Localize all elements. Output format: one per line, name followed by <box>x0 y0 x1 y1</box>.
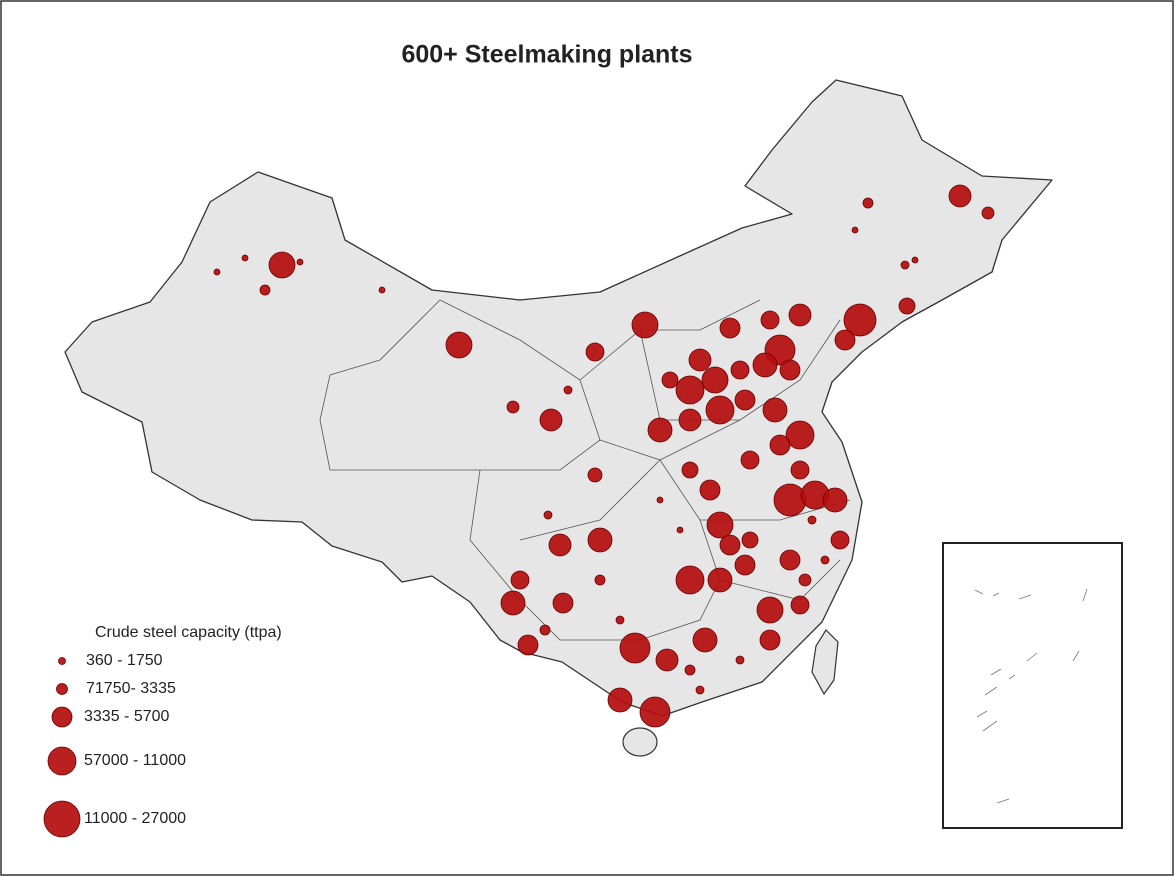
plant-dot <box>241 254 249 262</box>
plant-dot <box>675 375 705 405</box>
plant-dot <box>719 317 741 339</box>
plant-dot <box>785 420 815 450</box>
plant-dot <box>773 483 807 517</box>
plant-dot <box>259 284 271 296</box>
plant-dot <box>752 352 778 378</box>
plant-dot <box>820 555 830 565</box>
plant-dot <box>719 534 741 556</box>
plant-dot <box>740 450 760 470</box>
legend: 360 - 1750 71750- 3335 3335 - 5700 57000 - … <box>43 652 186 838</box>
plant-dot <box>701 366 729 394</box>
plant-dot <box>699 479 721 501</box>
plant-dot <box>756 596 784 624</box>
plant-dot <box>707 567 733 593</box>
plant-dot <box>788 303 812 327</box>
plant-dot <box>656 496 664 504</box>
plant-dot <box>790 595 810 615</box>
plant-dot <box>734 554 756 576</box>
plant-dot <box>378 286 386 294</box>
legend-label: 71750- 3335 <box>86 680 176 697</box>
plant-dot <box>615 615 625 625</box>
plant-dot <box>807 515 817 525</box>
plant-dot <box>543 510 553 520</box>
plant-dot <box>734 389 756 411</box>
plant-dot <box>779 359 801 381</box>
plant-dot <box>587 467 603 483</box>
plant-dot <box>548 533 572 557</box>
plant-dot <box>445 331 473 359</box>
plant-dot <box>692 627 718 653</box>
plant-dot <box>585 342 605 362</box>
plant-dot <box>695 685 705 695</box>
plant-dot <box>843 303 877 337</box>
legend-label: 360 - 1750 <box>86 652 163 669</box>
plant-dot <box>822 487 848 513</box>
plant-dot <box>661 371 679 389</box>
plant-dot <box>539 624 551 636</box>
plant-dot <box>911 256 919 264</box>
plant-dot <box>268 251 296 279</box>
plant-dot <box>510 570 530 590</box>
plant-dot <box>769 434 791 456</box>
plant-dot <box>681 461 699 479</box>
plant-dot <box>213 268 221 276</box>
plant-dot <box>607 687 633 713</box>
legend-title: Crude steel capacity (ttpa) <box>95 624 282 641</box>
country-outline <box>64 79 1053 757</box>
plant-dot <box>762 397 788 423</box>
legend-label: 11000 - 27000 <box>84 810 186 827</box>
legend-symbol <box>51 706 73 728</box>
map-title: 600+ Steelmaking plants <box>401 41 692 69</box>
plant-dot <box>675 565 705 595</box>
plant-dot <box>759 629 781 651</box>
plant-dot <box>587 527 613 553</box>
plant-dot <box>619 632 651 664</box>
plant-dot <box>506 400 520 414</box>
plant-dot <box>552 592 574 614</box>
plant-dot <box>705 395 735 425</box>
plant-dot <box>898 297 916 315</box>
plant-dot <box>790 460 810 480</box>
plant-dot <box>948 184 972 208</box>
legend-symbol <box>47 746 77 776</box>
plant-dot <box>834 329 856 351</box>
plant-dot <box>735 655 745 665</box>
plant-dot <box>676 526 684 534</box>
plant-dot <box>688 348 712 372</box>
plant-dot <box>517 634 539 656</box>
plant-dot <box>563 385 573 395</box>
legend-symbol <box>56 683 68 695</box>
plant-dot <box>830 530 850 550</box>
plant-dot <box>741 531 759 549</box>
plant-dot <box>655 648 679 672</box>
legend-label: 57000 - 11000 <box>84 752 186 769</box>
plant-dot <box>706 511 734 539</box>
legend-symbol <box>58 657 66 665</box>
plant-dot <box>639 696 671 728</box>
inset-map <box>942 542 1123 829</box>
plant-dot <box>631 311 659 339</box>
plant-dot <box>500 590 526 616</box>
plant-dot <box>760 310 780 330</box>
plant-dot <box>647 417 673 443</box>
legend-label: 3335 - 5700 <box>84 708 170 725</box>
plant-dot <box>684 664 696 676</box>
plant-dot <box>779 549 801 571</box>
legend-symbol <box>43 800 81 838</box>
plant-dot <box>981 206 995 220</box>
plant-dot <box>851 226 859 234</box>
plant-dot <box>296 258 304 266</box>
plant-dot <box>900 260 910 270</box>
plant-dot <box>862 197 874 209</box>
plant-dot <box>798 573 812 587</box>
plant-dot <box>539 408 563 432</box>
plant-dot <box>678 408 702 432</box>
plant-dots <box>213 184 995 728</box>
plant-dot <box>730 360 750 380</box>
plant-dot <box>594 574 606 586</box>
